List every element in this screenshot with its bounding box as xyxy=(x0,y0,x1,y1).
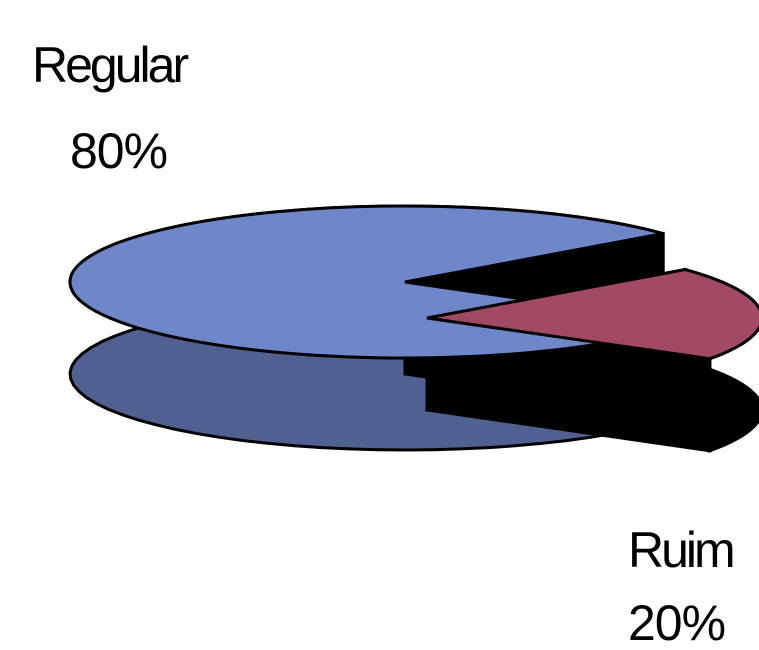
slice-ruim xyxy=(426,268,759,361)
label-ruim-value: 20% xyxy=(628,595,725,650)
label-regular-name: Regular xyxy=(32,37,188,93)
label-ruim-name: Ruim xyxy=(628,522,733,578)
label-regular-value: 80% xyxy=(70,123,167,179)
pie-tops xyxy=(68,204,759,361)
